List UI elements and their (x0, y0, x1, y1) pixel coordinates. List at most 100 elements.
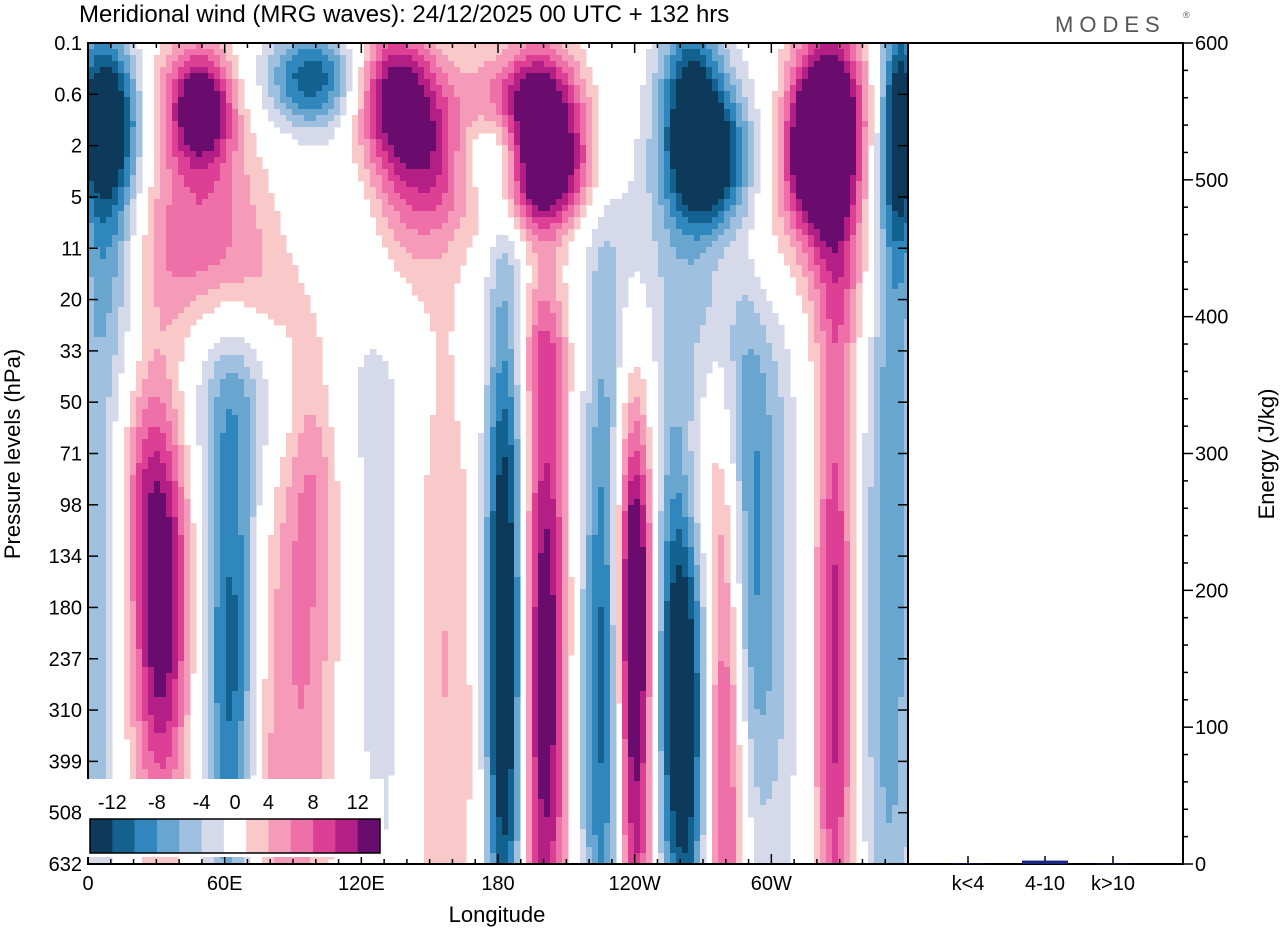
field-cell (238, 97, 245, 104)
field-cell (682, 175, 689, 182)
field-cell (424, 97, 431, 104)
field-cell (862, 223, 869, 230)
field-cell (166, 121, 173, 128)
field-cell (268, 277, 275, 284)
field-cell (394, 247, 401, 254)
field-cell (694, 79, 701, 86)
field-cell (466, 67, 473, 74)
field-cell (592, 247, 599, 254)
field-cell (568, 49, 575, 56)
field-cell (802, 223, 809, 230)
field-cell (706, 67, 713, 74)
field-cell (844, 199, 851, 206)
field-cell (862, 169, 869, 176)
field-cell (682, 223, 689, 230)
field-cell (682, 85, 689, 92)
field-cell (160, 145, 167, 152)
field-cell (430, 295, 437, 302)
field-cell (508, 301, 515, 308)
field-cell (826, 97, 833, 104)
field-cell (886, 109, 893, 116)
field-cell (370, 175, 377, 182)
field-cell (850, 313, 857, 320)
field-cell (826, 175, 833, 182)
field-cell (268, 205, 275, 212)
field-cell (172, 235, 179, 242)
field-cell (496, 73, 503, 80)
field-cell (544, 199, 551, 206)
field-cell (430, 235, 437, 242)
field-cell (562, 127, 569, 134)
field-cell (154, 283, 161, 290)
field-cell (172, 157, 179, 164)
field-cell (652, 313, 659, 320)
field-cell (280, 259, 287, 266)
field-cell (298, 295, 305, 302)
field-cell (166, 301, 173, 308)
field-cell (682, 277, 689, 284)
field-cell (154, 139, 161, 146)
field-cell (328, 103, 335, 110)
field-cell (784, 169, 791, 176)
field-cell (190, 133, 197, 140)
field-cell (820, 55, 827, 62)
field-cell (526, 193, 533, 200)
field-cell (556, 235, 563, 242)
field-cell (238, 91, 245, 98)
field-cell (592, 259, 599, 266)
field-cell (166, 187, 173, 194)
field-cell (430, 127, 437, 134)
field-cell (490, 79, 497, 86)
field-cell (250, 247, 257, 254)
field-cell (244, 175, 251, 182)
field-cell (646, 235, 653, 242)
field-cell (268, 217, 275, 224)
field-cell (598, 253, 605, 260)
field-cell (382, 181, 389, 188)
field-cell (718, 61, 725, 68)
field-cell (772, 223, 779, 230)
field-cell (316, 103, 323, 110)
field-cell (388, 151, 395, 158)
field-cell (310, 133, 317, 140)
field-cell (376, 139, 383, 146)
field-cell (202, 253, 209, 260)
field-cell (322, 73, 329, 80)
field-cell (718, 139, 725, 146)
field-cell (532, 283, 539, 290)
field-cell (106, 127, 113, 134)
field-cell (832, 271, 839, 278)
field-cell (580, 205, 587, 212)
field-cell (808, 235, 815, 242)
field-cell (100, 127, 107, 134)
field-cell (754, 283, 761, 290)
field-cell (370, 181, 377, 188)
field-cell (586, 181, 593, 188)
field-cell (856, 247, 863, 254)
field-cell (310, 127, 317, 134)
field-cell (184, 175, 191, 182)
field-cell (202, 217, 209, 224)
field-cell (460, 85, 467, 92)
field-cell (844, 79, 851, 86)
field-cell (718, 85, 725, 92)
field-cell (688, 151, 695, 158)
field-cell (796, 121, 803, 128)
field-cell (610, 235, 617, 242)
field-cell (628, 211, 635, 218)
field-cell (208, 163, 215, 170)
field-cell (436, 67, 443, 74)
field-cell (100, 313, 107, 320)
field-cell (880, 169, 887, 176)
field-cell (514, 121, 521, 128)
field-cell (646, 151, 653, 158)
field-cell (280, 73, 287, 80)
field-cell (736, 205, 743, 212)
field-cell (844, 163, 851, 170)
field-cell (826, 271, 833, 278)
field-cell (844, 193, 851, 200)
field-cell (196, 313, 203, 320)
field-cell (280, 97, 287, 104)
field-cell (820, 163, 827, 170)
field-cell (814, 289, 821, 296)
